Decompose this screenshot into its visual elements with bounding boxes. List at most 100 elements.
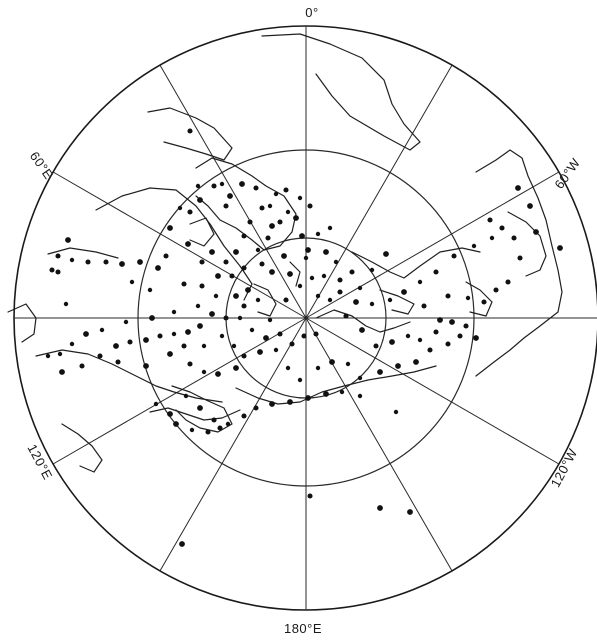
station-marker: [337, 277, 343, 283]
station-marker: [123, 319, 129, 325]
meridian-label-120e: 120°E: [24, 442, 55, 483]
station-marker: [209, 311, 215, 317]
station-marker: [211, 183, 217, 189]
meridian-line: [159, 317, 307, 572]
station-marker: [377, 369, 383, 375]
station-marker: [179, 541, 185, 547]
station-marker: [49, 267, 55, 273]
station-marker: [445, 293, 451, 299]
station-marker: [269, 401, 275, 407]
station-marker: [289, 341, 295, 347]
station-marker: [473, 335, 479, 341]
station-marker: [489, 235, 495, 241]
station-marker: [57, 351, 63, 357]
station-marker: [267, 203, 273, 209]
station-marker: [377, 505, 383, 511]
station-marker: [323, 391, 329, 397]
station-marker: [433, 269, 439, 275]
station-marker: [113, 343, 119, 349]
station-marker: [241, 353, 247, 359]
station-marker: [273, 191, 279, 197]
station-marker: [183, 393, 189, 399]
station-marker: [407, 509, 413, 515]
meridian-line: [305, 317, 453, 572]
station-marker: [315, 231, 321, 237]
station-marker: [357, 285, 363, 291]
station-marker: [157, 333, 163, 339]
station-marker: [219, 181, 225, 187]
station-marker: [55, 269, 61, 275]
station-marker: [405, 333, 411, 339]
station-marker: [339, 389, 345, 395]
station-marker: [487, 217, 493, 223]
station-marker: [97, 353, 103, 359]
station-marker: [195, 183, 201, 189]
station-marker: [465, 295, 471, 301]
station-marker: [283, 297, 289, 303]
station-marker: [269, 223, 275, 229]
station-marker: [187, 361, 193, 367]
station-marker: [167, 225, 173, 231]
meridian-label-120w: 120°W: [548, 446, 581, 490]
station-marker: [401, 289, 407, 295]
meridian-label-180e: 180°E: [284, 621, 322, 636]
meridian-line: [159, 64, 307, 319]
meridian-line: [305, 64, 453, 319]
station-marker: [445, 341, 451, 347]
station-marker: [433, 329, 439, 335]
station-marker: [189, 427, 195, 433]
station-marker: [185, 329, 191, 335]
station-marker: [315, 293, 321, 299]
station-marker: [199, 259, 205, 265]
station-marker: [233, 249, 239, 255]
station-marker: [181, 343, 187, 349]
coastline: [95, 187, 253, 301]
station-marker: [69, 257, 75, 263]
station-marker: [219, 333, 225, 339]
station-marker: [557, 245, 563, 251]
station-marker: [511, 235, 517, 241]
station-marker: [163, 253, 169, 259]
station-marker: [267, 317, 273, 323]
station-marker: [349, 269, 355, 275]
station-marker: [209, 249, 215, 255]
station-marker: [285, 209, 291, 215]
station-marker: [273, 347, 279, 353]
station-marker: [463, 323, 469, 329]
station-marker: [357, 393, 363, 399]
station-marker: [143, 337, 149, 343]
station-marker: [147, 287, 153, 293]
station-marker: [505, 279, 511, 285]
station-marker: [155, 265, 161, 271]
station-marker: [297, 195, 303, 201]
station-marker: [173, 421, 179, 427]
coastline: [379, 289, 415, 315]
station-marker: [205, 429, 211, 435]
station-marker: [149, 315, 155, 321]
station-marker: [247, 219, 253, 225]
station-marker: [353, 299, 359, 305]
station-marker: [265, 235, 271, 241]
meridian-line: [52, 171, 307, 319]
meridian-line: [305, 317, 560, 465]
station-marker: [255, 297, 261, 303]
coastline: [7, 303, 37, 343]
station-marker: [293, 215, 299, 221]
station-marker: [387, 297, 393, 303]
station-marker: [305, 395, 311, 401]
station-marker: [259, 261, 265, 267]
coastline: [195, 157, 297, 251]
station-marker: [517, 255, 523, 261]
station-marker: [153, 401, 159, 407]
station-marker: [393, 409, 399, 415]
station-marker: [327, 225, 333, 231]
station-marker: [257, 349, 263, 355]
station-marker: [223, 315, 229, 321]
station-marker: [231, 343, 237, 349]
station-marker: [233, 293, 239, 299]
station-marker: [329, 359, 335, 365]
station-marker: [253, 405, 259, 411]
coastlines: [7, 33, 563, 473]
station-marker: [99, 327, 105, 333]
